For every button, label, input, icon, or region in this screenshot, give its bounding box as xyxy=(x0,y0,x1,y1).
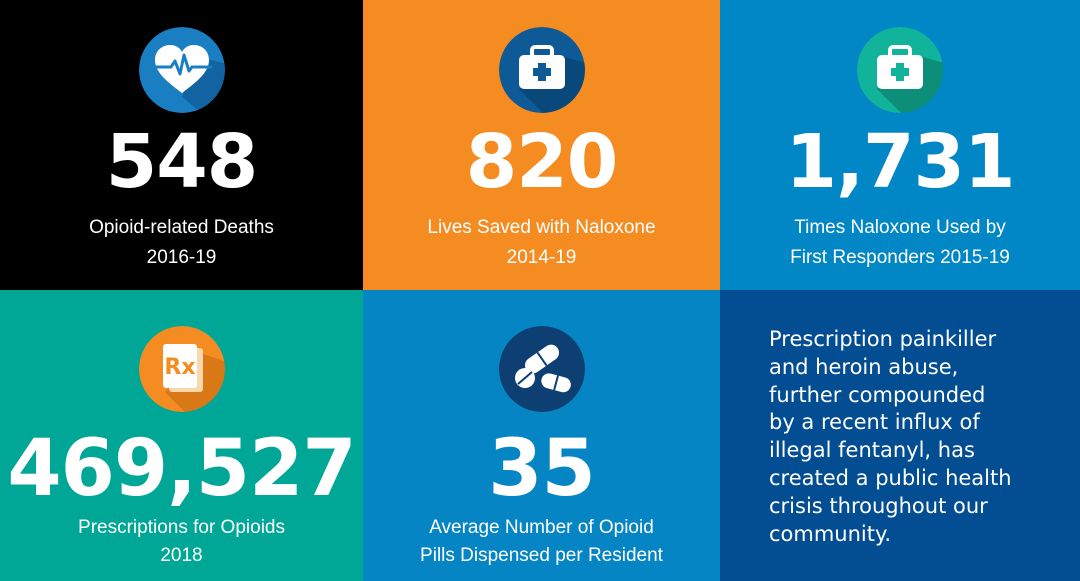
statement-line: crisis throughout our xyxy=(769,493,988,518)
stat-caption-line: Lives Saved with Naloxone xyxy=(427,217,656,238)
stat-tile-deaths: 548 Opioid-related Deaths 2016-19 xyxy=(0,0,363,290)
stat-caption-line: Average Number of Opioid xyxy=(429,517,654,538)
stat-caption: Average Number of Opioid Pills Dispensed… xyxy=(420,514,663,570)
statement-line: further compounded xyxy=(769,382,986,407)
svg-text:Rx: Rx xyxy=(164,355,195,380)
statement-line: Prescription painkiller xyxy=(769,327,997,351)
stat-caption-line: 2014-19 xyxy=(506,247,577,268)
stat-tile-prescriptions: Rx 469,527 Prescriptions for Opioids 201… xyxy=(0,290,363,581)
stat-number: 548 xyxy=(105,119,258,205)
statement-line: by a recent influx of xyxy=(769,410,980,435)
prescription-rx-icon: Rx xyxy=(138,326,225,412)
stat-caption: Prescriptions for Opioids 2018 xyxy=(78,514,285,570)
stat-caption-line: First Responders 2015-19 xyxy=(790,247,1010,268)
stat-caption-line: Opioid-related Deaths xyxy=(89,217,274,238)
heart-pulse-icon xyxy=(138,27,225,113)
statement-paragraph: Prescription painkiller and heroin abuse… xyxy=(769,326,1059,548)
stat-caption-line: Prescriptions for Opioids xyxy=(78,517,285,538)
stat-number: 469,527 xyxy=(7,424,356,514)
stat-number: 35 xyxy=(488,424,596,514)
statement-tile: Prescription painkiller and heroin abuse… xyxy=(720,290,1080,581)
stat-caption-line: 2016-19 xyxy=(146,247,217,268)
statement-line: created a public health xyxy=(769,465,1012,490)
first-aid-kit-icon xyxy=(498,27,585,113)
stat-caption-line: 2018 xyxy=(160,545,203,566)
statement-line: illegal fentanyl, has xyxy=(769,438,975,463)
stat-tile-first-responders: 1,731 Times Naloxone Used by First Respo… xyxy=(720,0,1080,290)
statement-line: community. xyxy=(769,521,892,546)
stat-caption: Lives Saved with Naloxone 2014-19 xyxy=(427,213,655,273)
stat-tile-lives-saved: 820 Lives Saved with Naloxone 2014-19 xyxy=(363,0,720,290)
stat-number: 820 xyxy=(465,119,618,205)
stat-caption-line: Pills Dispensed per Resident xyxy=(420,545,663,566)
stat-caption-line: Times Naloxone Used by xyxy=(794,217,1006,238)
pills-icon xyxy=(498,326,585,412)
stat-caption: Opioid-related Deaths 2016-19 xyxy=(89,213,274,273)
first-aid-kit-icon xyxy=(857,27,943,113)
stat-number: 1,731 xyxy=(785,119,1015,205)
statement-line: and heroin abuse, xyxy=(769,354,959,379)
stat-tile-pills: 35 Average Number of Opioid Pills Dispen… xyxy=(363,290,720,581)
stat-caption: Times Naloxone Used by First Responders … xyxy=(790,213,1010,273)
